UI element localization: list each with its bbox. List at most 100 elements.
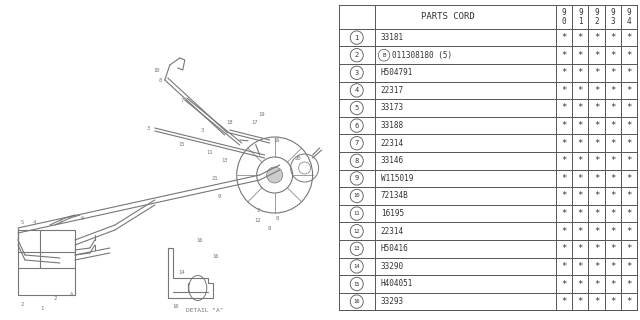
Text: 2: 2: [53, 295, 56, 300]
Text: *: *: [610, 227, 616, 236]
Text: *: *: [578, 103, 583, 113]
Text: 16: 16: [212, 253, 219, 259]
Text: PARTS CORD: PARTS CORD: [420, 12, 474, 21]
Text: *: *: [626, 297, 632, 306]
Text: *: *: [594, 103, 599, 113]
Text: 33173: 33173: [381, 103, 404, 113]
Text: *: *: [626, 51, 632, 60]
Text: *: *: [578, 262, 583, 271]
Text: 72134B: 72134B: [381, 191, 408, 201]
Text: *: *: [626, 227, 632, 236]
Text: *: *: [578, 51, 583, 60]
Text: *: *: [610, 68, 616, 77]
Text: W115019: W115019: [381, 174, 413, 183]
Text: *: *: [561, 121, 567, 130]
Text: *: *: [594, 279, 599, 289]
Text: *: *: [578, 121, 583, 130]
Text: *: *: [594, 156, 599, 165]
Text: 6: 6: [355, 123, 359, 129]
Text: *: *: [578, 227, 583, 236]
Text: H504791: H504791: [381, 68, 413, 77]
Text: 33181: 33181: [381, 33, 404, 42]
Text: *: *: [561, 103, 567, 113]
Text: *: *: [610, 262, 616, 271]
Text: 18: 18: [227, 119, 233, 124]
Text: 16: 16: [196, 237, 203, 243]
Text: *: *: [561, 68, 567, 77]
Text: 8: 8: [158, 77, 161, 83]
Text: 4: 4: [355, 87, 359, 93]
Text: 14: 14: [179, 269, 185, 275]
Text: 22314: 22314: [381, 139, 404, 148]
Text: *: *: [610, 279, 616, 289]
Text: *: *: [626, 244, 632, 253]
Text: *: *: [626, 103, 632, 113]
Text: 21: 21: [211, 175, 218, 180]
Text: 8: 8: [355, 158, 359, 164]
Text: 33290: 33290: [381, 262, 404, 271]
Text: *: *: [610, 156, 616, 165]
Text: 9
0: 9 0: [562, 8, 566, 26]
Text: *: *: [561, 227, 567, 236]
Text: *: *: [610, 191, 616, 201]
Text: *: *: [610, 33, 616, 42]
Text: 10: 10: [353, 194, 360, 198]
Text: 8: 8: [276, 215, 279, 220]
Text: B: B: [382, 53, 386, 58]
Text: *: *: [578, 209, 583, 218]
Text: *: *: [610, 139, 616, 148]
Text: *: *: [626, 209, 632, 218]
Text: *: *: [594, 51, 599, 60]
Text: *: *: [594, 121, 599, 130]
Text: 16195: 16195: [381, 209, 404, 218]
Text: *: *: [626, 121, 632, 130]
Text: 3: 3: [200, 127, 204, 132]
Text: 9
1: 9 1: [578, 8, 582, 26]
Text: 33188: 33188: [381, 121, 404, 130]
Text: *: *: [626, 68, 632, 77]
Text: 6: 6: [80, 215, 84, 220]
Text: 33146: 33146: [381, 156, 404, 165]
Text: 1: 1: [355, 35, 359, 41]
Text: *: *: [610, 174, 616, 183]
Text: 7: 7: [355, 140, 359, 146]
Text: *: *: [626, 33, 632, 42]
Text: 10: 10: [154, 68, 160, 73]
Text: 9: 9: [218, 194, 221, 198]
Text: *: *: [594, 262, 599, 271]
Text: 22314: 22314: [381, 227, 404, 236]
Text: *: *: [626, 156, 632, 165]
Text: H404051: H404051: [381, 279, 413, 289]
Text: *: *: [626, 139, 632, 148]
Text: *: *: [561, 191, 567, 201]
Text: *: *: [578, 279, 583, 289]
Text: *: *: [561, 51, 567, 60]
Text: 011308180 (5): 011308180 (5): [392, 51, 452, 60]
Text: *: *: [578, 86, 583, 95]
Text: *: *: [594, 191, 599, 201]
Text: *: *: [578, 244, 583, 253]
Text: *: *: [610, 51, 616, 60]
Text: 3: 3: [355, 70, 359, 76]
Text: *: *: [561, 174, 567, 183]
Text: *: *: [610, 86, 616, 95]
Text: 11: 11: [353, 211, 360, 216]
Text: *: *: [561, 139, 567, 148]
Text: *: *: [610, 209, 616, 218]
Text: 16: 16: [173, 303, 179, 308]
Text: *: *: [594, 297, 599, 306]
Text: 5: 5: [20, 220, 24, 225]
Text: 2: 2: [256, 207, 259, 212]
Text: 5: 5: [355, 105, 359, 111]
Text: 16: 16: [273, 138, 280, 142]
Text: H50416: H50416: [381, 244, 408, 253]
Text: *: *: [594, 86, 599, 95]
Text: 3: 3: [146, 125, 150, 131]
Text: *: *: [561, 86, 567, 95]
Text: *: *: [561, 209, 567, 218]
Text: *: *: [578, 174, 583, 183]
Text: 14: 14: [353, 264, 360, 269]
Text: *: *: [561, 279, 567, 289]
Text: DETAIL "A": DETAIL "A": [186, 308, 223, 313]
Text: 9: 9: [355, 175, 359, 181]
